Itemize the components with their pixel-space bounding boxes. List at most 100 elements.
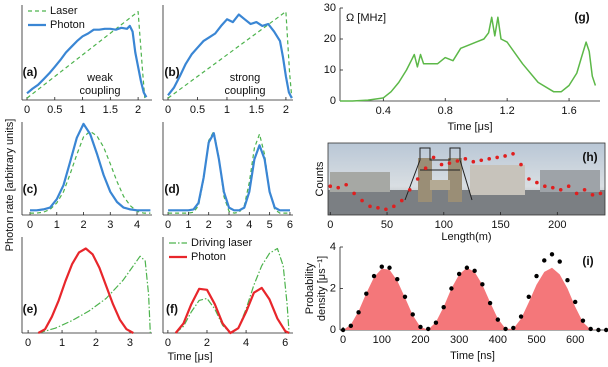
x-tick-label: 2 [206,219,212,231]
x-tick-label: 3 [127,337,133,349]
data-point [558,188,563,192]
y-axis-title: Ω [MHz] [346,12,386,24]
x-tick-label: 1.5 [249,104,264,116]
x-tick-label: 0.8 [438,105,453,117]
data-point [415,177,420,181]
data-point [472,268,477,274]
x-tick-label: 200 [411,334,429,346]
line [26,11,146,99]
data-point [588,326,593,332]
data-point [565,278,570,283]
data-point [352,191,356,196]
data-point [503,154,507,158]
panel-label: (c) [23,182,38,196]
x-tick-label: 3 [107,219,113,231]
x-tick-label: 0 [27,219,33,231]
data-point [395,276,400,282]
data-point [340,327,346,333]
x-tick-label: 2 [283,104,289,116]
y-tick-label: 4 [330,241,336,253]
x-tick-label: 2 [93,337,99,349]
x-tick-label: 100 [373,334,391,346]
x-tick-label: 0 [165,219,171,231]
y-axis-title: density [μs⁻¹] [316,256,328,321]
x-axis-title: Time [μs] [167,351,212,363]
annotation: coupling [225,85,266,97]
data-point [527,177,531,181]
data-point [535,180,539,185]
data-point [534,273,539,279]
data-point [356,310,361,315]
y-tick-label: 20 [324,33,336,45]
line [340,16,597,102]
y-tick-label: 10 [324,64,336,76]
data-point [344,182,348,187]
data-point [384,207,388,212]
data-point [392,204,396,209]
x-tick-label: 1.5 [103,104,118,116]
panel-label: (f) [166,302,178,316]
x-tick-label: 0 [327,219,333,231]
line [167,11,293,99]
data-point [518,314,524,319]
x-tick-label: 0 [24,104,30,116]
x-tick-label: 0.4 [376,105,391,117]
data-point [418,324,423,330]
data-point [480,282,485,287]
x-tick-label: 600 [566,334,584,346]
legend-label: Driving laser [191,237,252,249]
line [30,130,151,214]
x-tick-label: 1 [59,337,65,349]
data-point [596,327,601,333]
y-tick-label: 2 [330,282,336,294]
y-tick-label: 0 [330,324,336,336]
line [168,132,290,212]
data-point [407,188,412,192]
line [30,122,151,212]
data-point [399,198,404,203]
x-axis-title: Length(m) [441,231,491,243]
x-tick-label: 0 [340,334,346,346]
photo-background [327,142,606,216]
data-point [566,184,571,188]
x-tick-label: 150 [491,219,509,231]
x-tick-label: 400 [489,334,507,346]
legend-label: Photon [191,251,226,263]
x-tick-label: 100 [435,219,453,231]
x-tick-label: 6 [282,337,288,349]
x-tick-label: 1 [79,104,85,116]
data-point [487,157,492,161]
data-point [542,258,547,263]
data-point [364,291,369,296]
data-point [379,264,384,269]
line [37,247,134,334]
line [38,255,151,334]
x-tick-label: 300 [450,334,468,346]
data-point [426,326,431,332]
annotation: strong [230,72,261,84]
x-tick-label: 1 [185,219,191,231]
data-point [511,152,515,156]
annotation: weak [86,72,113,84]
data-point [543,184,547,188]
y-tick-label: 0 [330,95,336,107]
data-point [549,252,555,257]
y-axis-title: Probability [304,262,316,314]
data-point [598,191,603,196]
x-tick-label: 6 [287,219,293,231]
line [168,130,290,214]
x-tick-label: 4 [134,219,140,231]
x-tick-label: 0.5 [190,104,205,116]
panel-label: (i) [582,254,593,268]
x-tick-label: 0 [165,104,171,116]
annotation: coupling [80,85,121,97]
data-point [580,318,586,323]
data-point [455,159,460,163]
data-point [503,326,508,332]
line [167,13,293,99]
x-tick-label: 50 [381,219,393,231]
x-tick-label: 2 [135,104,141,116]
data-point [526,294,531,299]
panel-label: (d) [164,182,179,196]
